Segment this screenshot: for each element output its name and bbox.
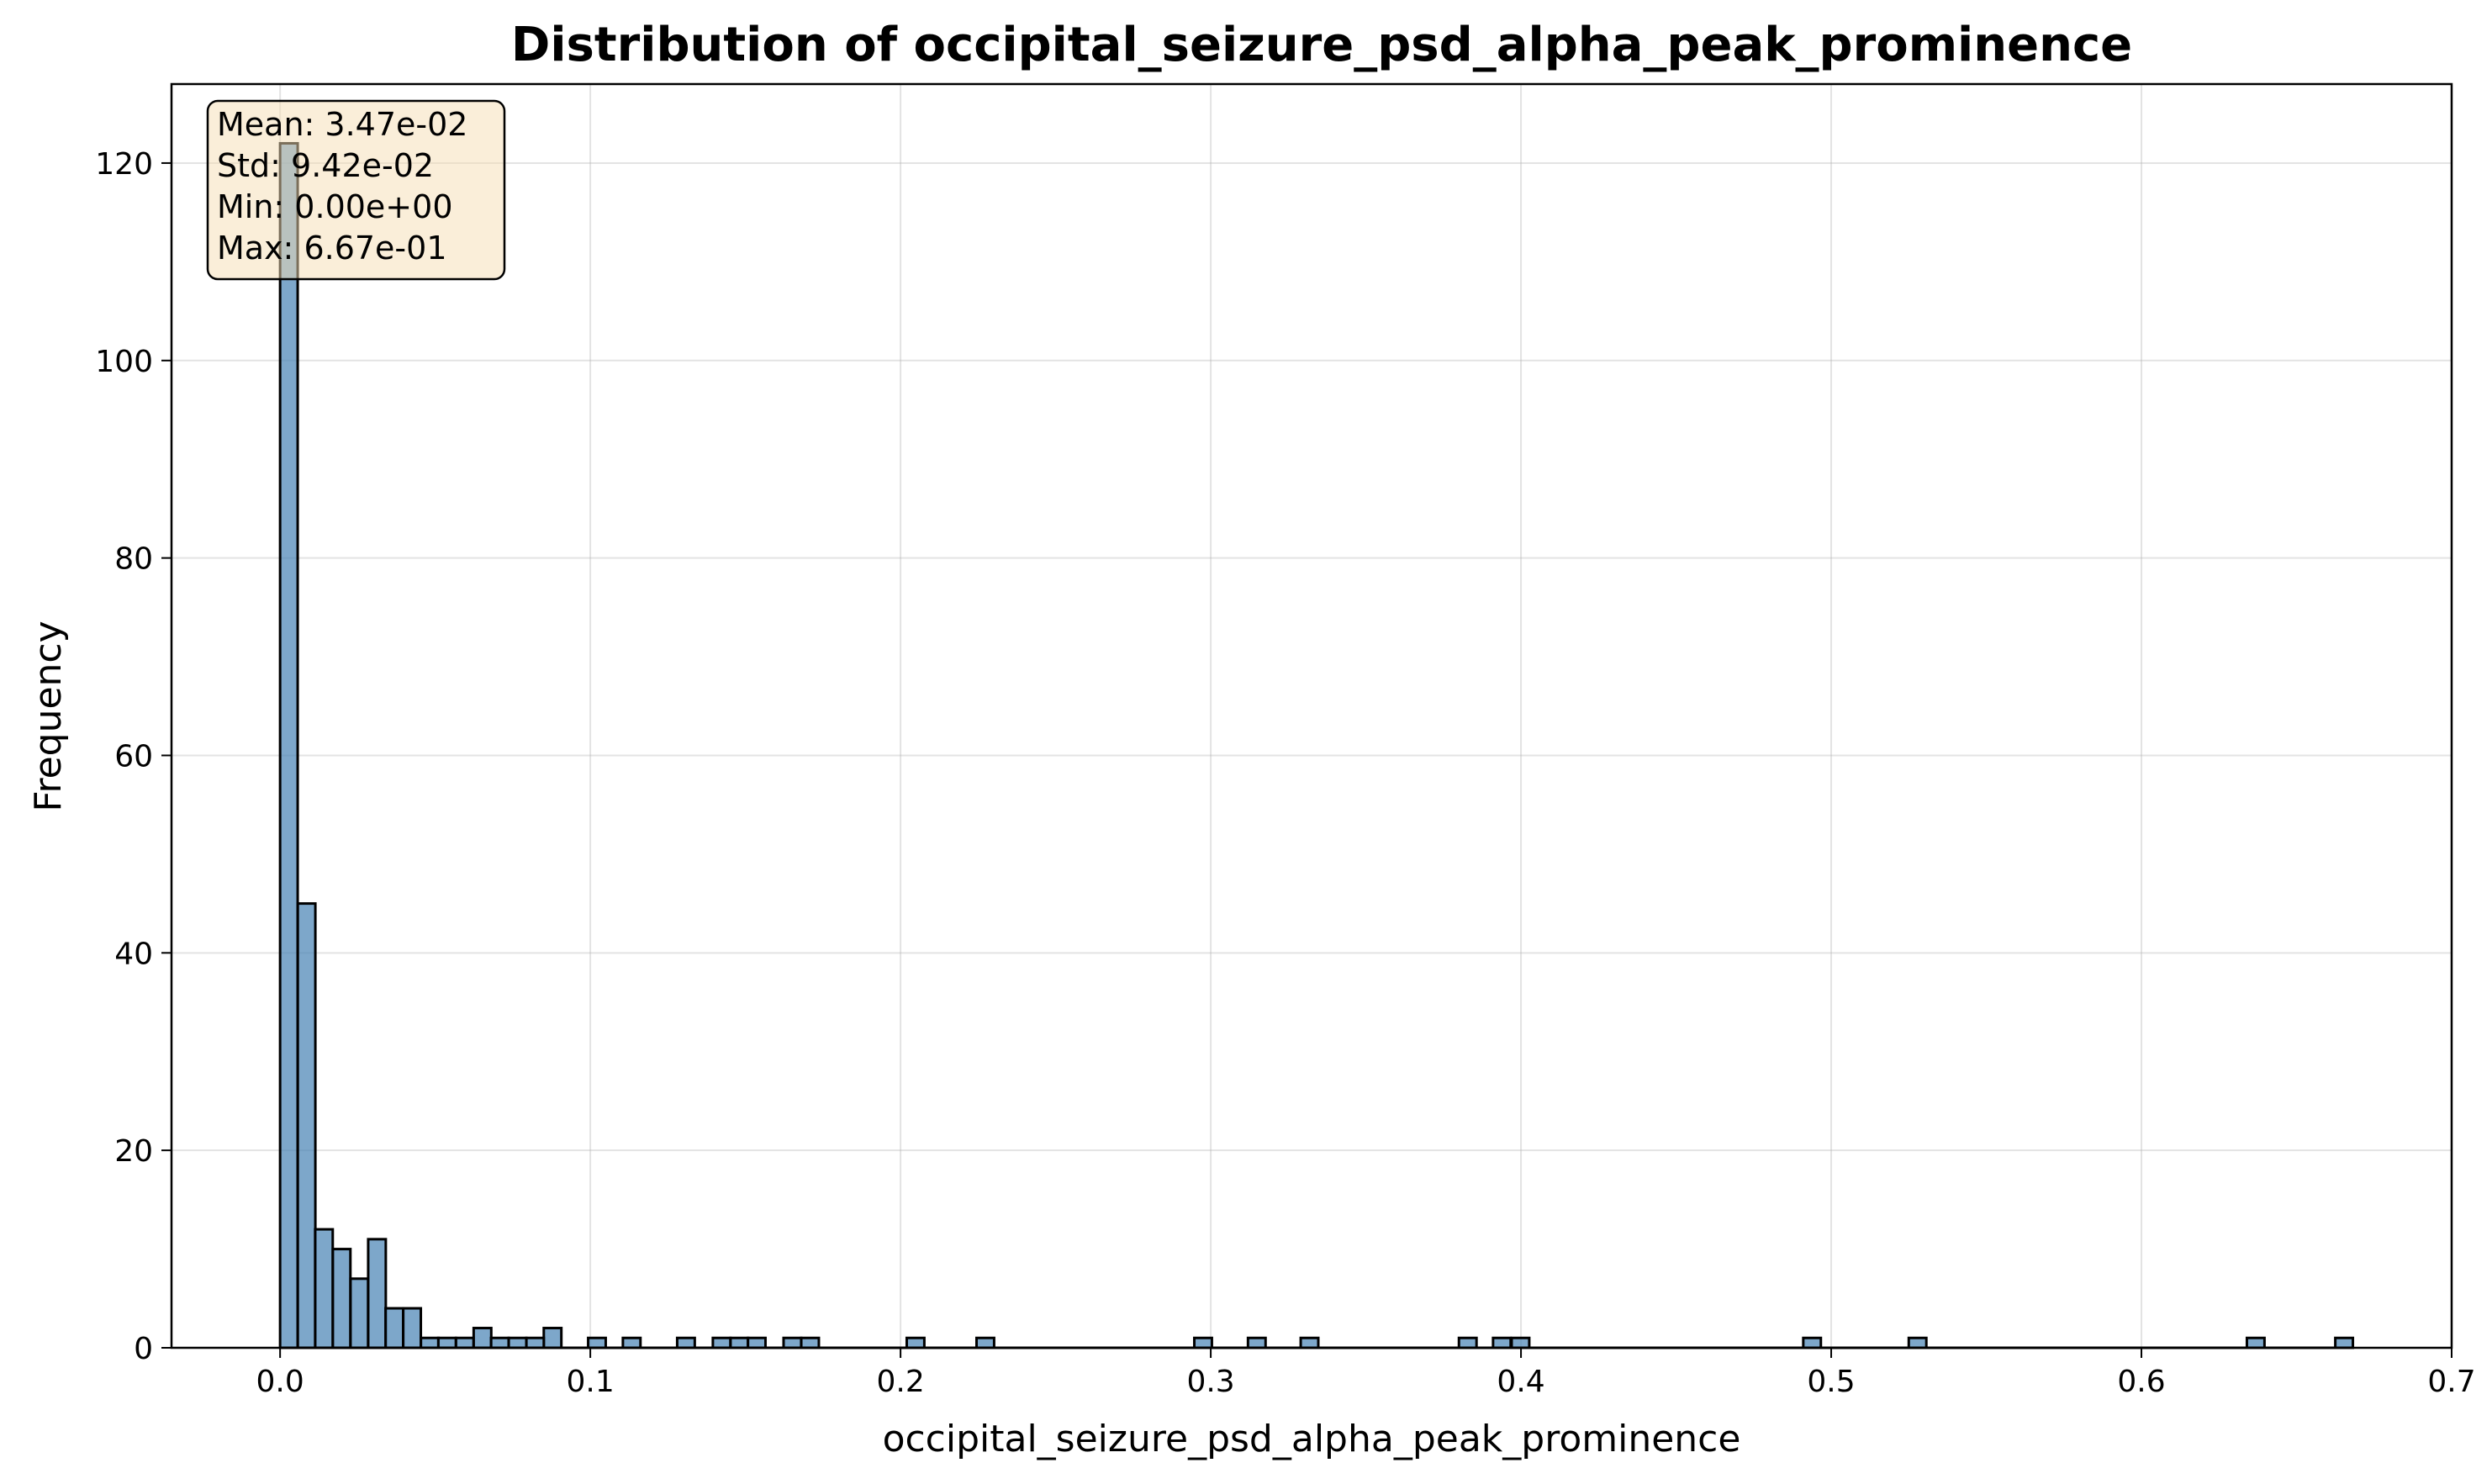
x-tick-label: 0.5 — [1807, 1365, 1855, 1399]
x-tick-label: 0.2 — [876, 1365, 924, 1399]
histogram-bar — [975, 1336, 995, 1349]
histogram-bar — [436, 1336, 457, 1349]
stats-box-background — [206, 99, 506, 281]
histogram-bar — [420, 1336, 441, 1349]
y-tick-label: 80 — [114, 542, 153, 577]
histogram-bar — [507, 1336, 528, 1349]
histogram-bar — [454, 1336, 475, 1349]
histogram-bar — [367, 1238, 388, 1349]
histogram-bar — [278, 141, 299, 1349]
y-tick-label: 100 — [95, 345, 153, 379]
histogram-bar — [314, 1228, 335, 1349]
x-axis-label: occipital_seizure_psd_alpha_peak_promine… — [883, 1418, 1741, 1460]
y-tick-label: 0 — [134, 1332, 153, 1366]
histogram-bar — [472, 1327, 493, 1349]
grid-lines — [172, 84, 2452, 1349]
histogram-bar — [782, 1336, 803, 1349]
histogram-bar — [587, 1336, 607, 1349]
x-tick-label: 0.7 — [2427, 1365, 2475, 1399]
y-tick-label: 40 — [114, 937, 153, 971]
plot-frame — [170, 82, 2453, 1349]
stats-max: Max: 6.67e-01 — [217, 230, 447, 267]
histogram-bar — [747, 1336, 767, 1349]
y-axis-ticks: 0 20 40 60 80 100 120 — [95, 147, 172, 1366]
histogram-bar — [542, 1327, 563, 1349]
histogram-bar — [2245, 1336, 2266, 1349]
histogram-bar — [905, 1336, 926, 1349]
histogram-bar — [1492, 1336, 1513, 1349]
x-tick-label: 0.1 — [566, 1365, 614, 1399]
stats-min: Min: 0.00e+00 — [217, 188, 453, 225]
x-tick-label: 0.4 — [1497, 1365, 1544, 1399]
histogram-bar — [711, 1336, 732, 1349]
histogram-bar — [1510, 1336, 1531, 1349]
histogram-bar — [1907, 1336, 1928, 1349]
histogram-bar — [1457, 1336, 1478, 1349]
histogram-bar — [1802, 1336, 1823, 1349]
histogram-bar — [2334, 1336, 2355, 1349]
histogram-bar — [402, 1307, 423, 1349]
x-tick-label: 0.3 — [1186, 1365, 1234, 1399]
histogram-bar — [1299, 1336, 1320, 1349]
stats-std: Std: 9.42e-02 — [217, 147, 434, 184]
histogram-bar — [489, 1336, 510, 1349]
y-axis-label: Frequency — [27, 621, 70, 811]
histogram-bar — [729, 1336, 750, 1349]
histogram-bar — [675, 1336, 696, 1349]
histogram-bar — [1246, 1336, 1267, 1349]
x-tick-label: 0.0 — [256, 1365, 304, 1399]
histogram-bar — [1193, 1336, 1213, 1349]
histogram-bar — [349, 1277, 370, 1349]
stats-mean: Mean: 3.47e-02 — [217, 106, 467, 143]
histogram-bar — [525, 1336, 546, 1349]
y-tick-label: 60 — [114, 739, 153, 774]
stats-box: Mean: 3.47e-02 Std: 9.42e-02 Min: 0.00e+… — [206, 99, 506, 281]
x-tick-label: 0.6 — [2117, 1365, 2165, 1399]
y-tick-label: 120 — [95, 147, 153, 182]
histogram-bar — [621, 1336, 642, 1349]
histogram-bar — [296, 902, 317, 1349]
x-axis-ticks: 0.0 0.1 0.2 0.3 0.4 0.5 0.6 0.7 — [256, 1348, 2476, 1399]
y-tick-label: 20 — [114, 1134, 153, 1169]
histogram-bar — [800, 1336, 821, 1349]
histogram-bar — [384, 1307, 405, 1349]
chart-title: Distribution of occipital_seizure_psd_al… — [511, 18, 2132, 72]
histogram-bar — [331, 1248, 352, 1349]
